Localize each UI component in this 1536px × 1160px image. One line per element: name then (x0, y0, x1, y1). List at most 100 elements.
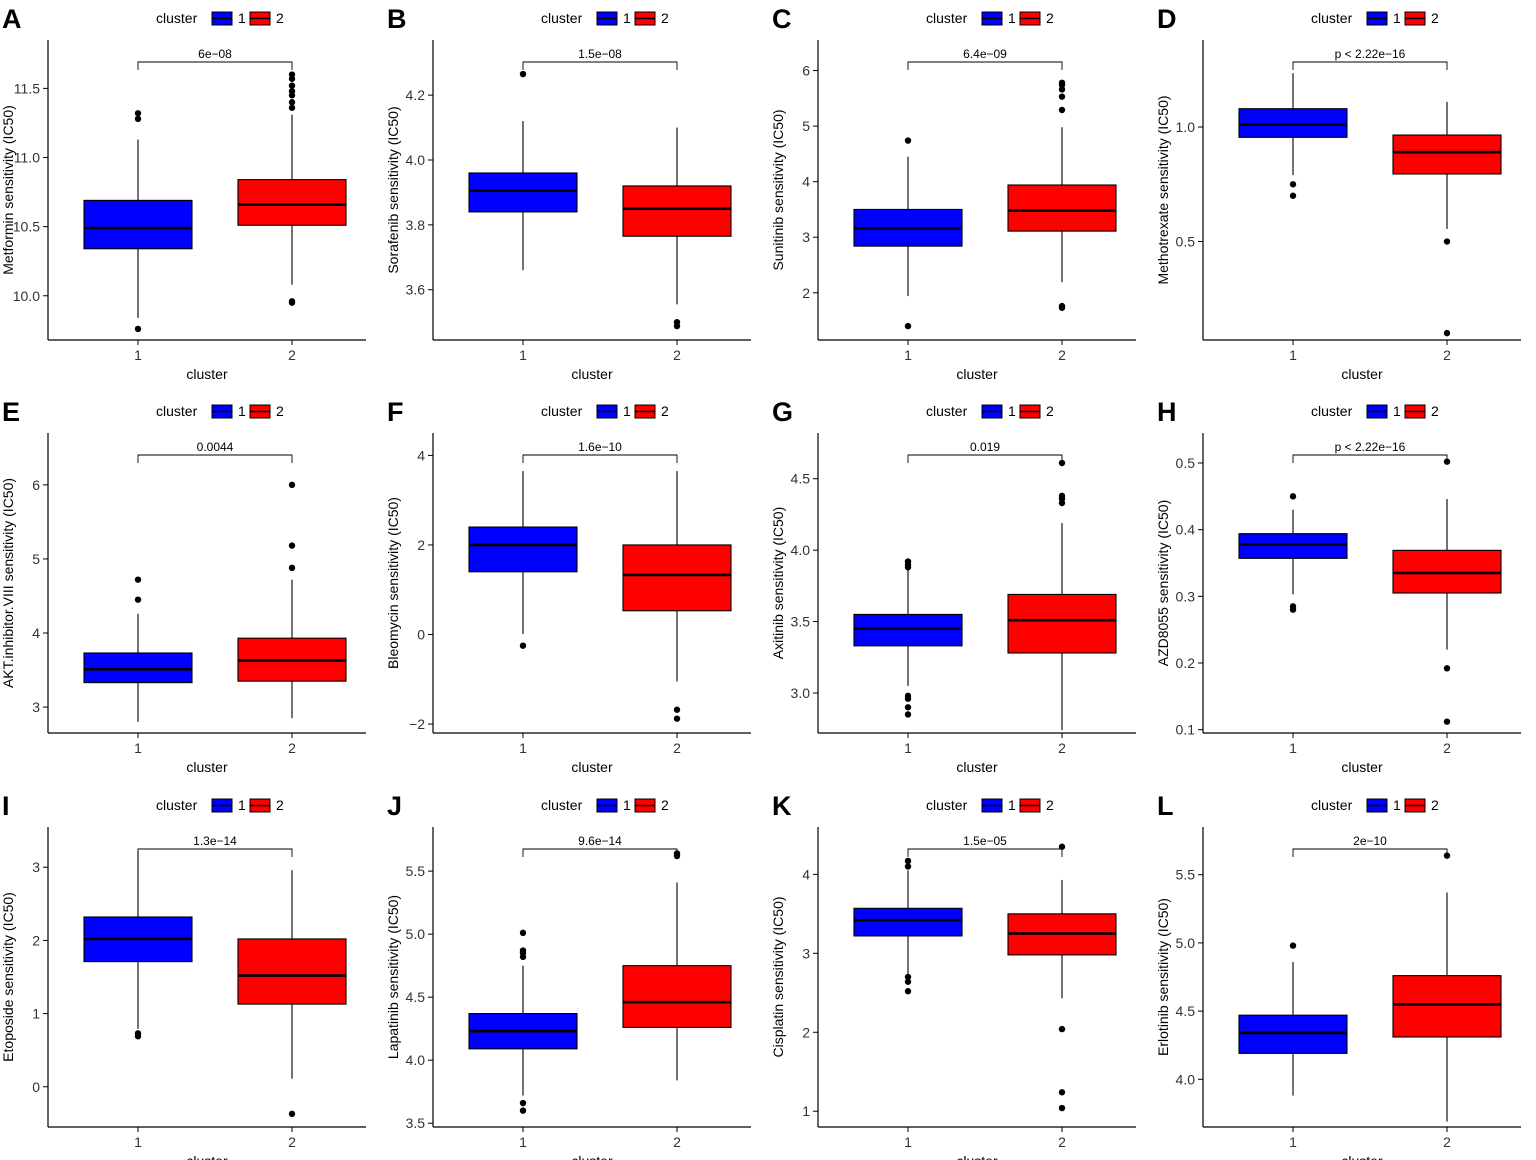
iqr-box (853, 907, 963, 937)
outlier-point (288, 299, 296, 306)
p-value-label: 1.5e−08 (578, 47, 622, 61)
x-tick-label: 2 (673, 347, 681, 363)
y-tick-label: 4.5 (791, 471, 811, 487)
legend-label-2: 2 (1431, 403, 1439, 419)
x-tick-label: 2 (1058, 740, 1066, 756)
panel-letter: D (1157, 4, 1177, 34)
outlier-point (1289, 192, 1297, 199)
outlier-point (673, 322, 681, 330)
box-cluster-2 (622, 127, 732, 330)
p-value-label: 0.019 (970, 440, 1000, 454)
y-tick-label: 5.0 (406, 926, 426, 942)
significance-bracket: 2e−10 (1292, 834, 1448, 857)
significance-bracket: 1.5e−05 (907, 834, 1063, 857)
box-cluster-2 (622, 850, 732, 1081)
y-tick-label: 0.3 (1176, 588, 1196, 604)
box-cluster-1 (468, 471, 578, 649)
x-tick-label: 1 (519, 740, 527, 756)
x-tick-label: 1 (904, 740, 912, 756)
outlier-point (288, 481, 296, 489)
legend-label-2: 2 (661, 403, 669, 419)
y-axis-title: Metformin sensitivity (IC50) (0, 105, 16, 275)
legend-label-1: 1 (1393, 797, 1401, 813)
box-cluster-1 (1238, 73, 1348, 199)
legend-label-1: 1 (1393, 10, 1401, 26)
x-tick-label: 2 (288, 1134, 296, 1150)
box-cluster-2 (1007, 459, 1117, 731)
panel-letter: K (772, 791, 792, 821)
y-tick-label: 4 (802, 174, 810, 190)
y-axis-title: Cisplatin sensitivity (IC50) (770, 896, 786, 1057)
significance-bracket: 6.4e−09 (907, 47, 1063, 70)
legend-label-1: 1 (623, 10, 631, 26)
outlier-point (1289, 942, 1297, 949)
outlier-point (1058, 106, 1066, 114)
x-tick-label: 2 (1443, 740, 1451, 756)
legend-title: cluster (541, 10, 583, 26)
y-tick-label: 3 (802, 229, 810, 245)
x-tick-label: 1 (134, 1134, 142, 1150)
significance-bracket: 1.3e−14 (137, 834, 293, 857)
y-tick-label: 3 (32, 859, 40, 875)
x-axis-title: cluster (956, 366, 998, 382)
y-tick-label: 0.4 (1176, 522, 1196, 538)
y-axis-title: Lapatinib sensitivity (IC50) (385, 895, 401, 1059)
p-value-label: p < 2.22e−16 (1335, 440, 1406, 454)
y-axis-title: Erlotinib sensitivity (IC50) (1155, 898, 1171, 1056)
outlier-point (673, 715, 681, 722)
significance-bracket: 1.6e−10 (522, 440, 678, 463)
iqr-box (1007, 184, 1117, 232)
legend-key-2 (1019, 798, 1041, 813)
p-value-label: 2e−10 (1353, 834, 1387, 848)
y-tick-label: 11.5 (14, 80, 40, 96)
legend-label-2: 2 (661, 10, 669, 26)
legend-label-1: 1 (238, 797, 246, 813)
panel-letter: B (387, 4, 407, 34)
panel-letter: F (387, 397, 404, 427)
y-tick-label: 3 (32, 699, 40, 715)
outlier-point (519, 70, 527, 78)
legend-label-2: 2 (1431, 10, 1439, 26)
box-cluster-2 (1007, 79, 1117, 311)
x-tick-label: 1 (904, 347, 912, 363)
legend-key-1 (981, 11, 1003, 26)
iqr-box (237, 179, 347, 226)
iqr-box (1238, 1014, 1348, 1054)
iqr-box (1392, 975, 1502, 1038)
legend-key-1 (211, 11, 233, 26)
y-axis-title: Etoposide sensitivity (IC50) (0, 892, 16, 1062)
y-tick-label: 4.0 (406, 152, 426, 168)
y-tick-label: 11.0 (14, 150, 40, 166)
outlier-point (1058, 79, 1066, 86)
iqr-box (1238, 533, 1348, 559)
legend-key-2 (249, 798, 271, 813)
x-axis-title: cluster (956, 759, 998, 775)
y-tick-label: 3 (802, 945, 810, 961)
legend-key-2 (1404, 11, 1426, 26)
y-tick-label: 3.5 (406, 1115, 426, 1131)
x-tick-label: 1 (519, 1134, 527, 1150)
outlier-point (134, 115, 142, 123)
x-tick-label: 1 (904, 1134, 912, 1150)
outlier-point (904, 711, 912, 718)
legend-key-1 (1366, 11, 1388, 26)
legend-key-1 (596, 404, 618, 419)
legend-label-2: 2 (1046, 10, 1054, 26)
panel-letter: L (1157, 791, 1174, 821)
box-cluster-1 (853, 857, 963, 995)
y-tick-label: 2 (802, 285, 810, 301)
y-tick-label: 3.8 (406, 217, 426, 233)
box-cluster-1 (1238, 493, 1348, 613)
outlier-point (904, 978, 912, 985)
outlier-point (1058, 843, 1066, 850)
outlier-point (134, 1033, 142, 1040)
significance-bracket: 6e−08 (137, 47, 293, 70)
y-tick-label: 2 (32, 932, 40, 948)
outlier-point (1058, 1089, 1066, 1096)
panel-letter: I (2, 791, 10, 821)
panel-letter: H (1157, 397, 1177, 427)
x-axis-title: cluster (186, 366, 228, 382)
p-value-label: 1.5e−05 (963, 834, 1007, 848)
y-tick-label: 4.0 (1176, 1071, 1196, 1087)
